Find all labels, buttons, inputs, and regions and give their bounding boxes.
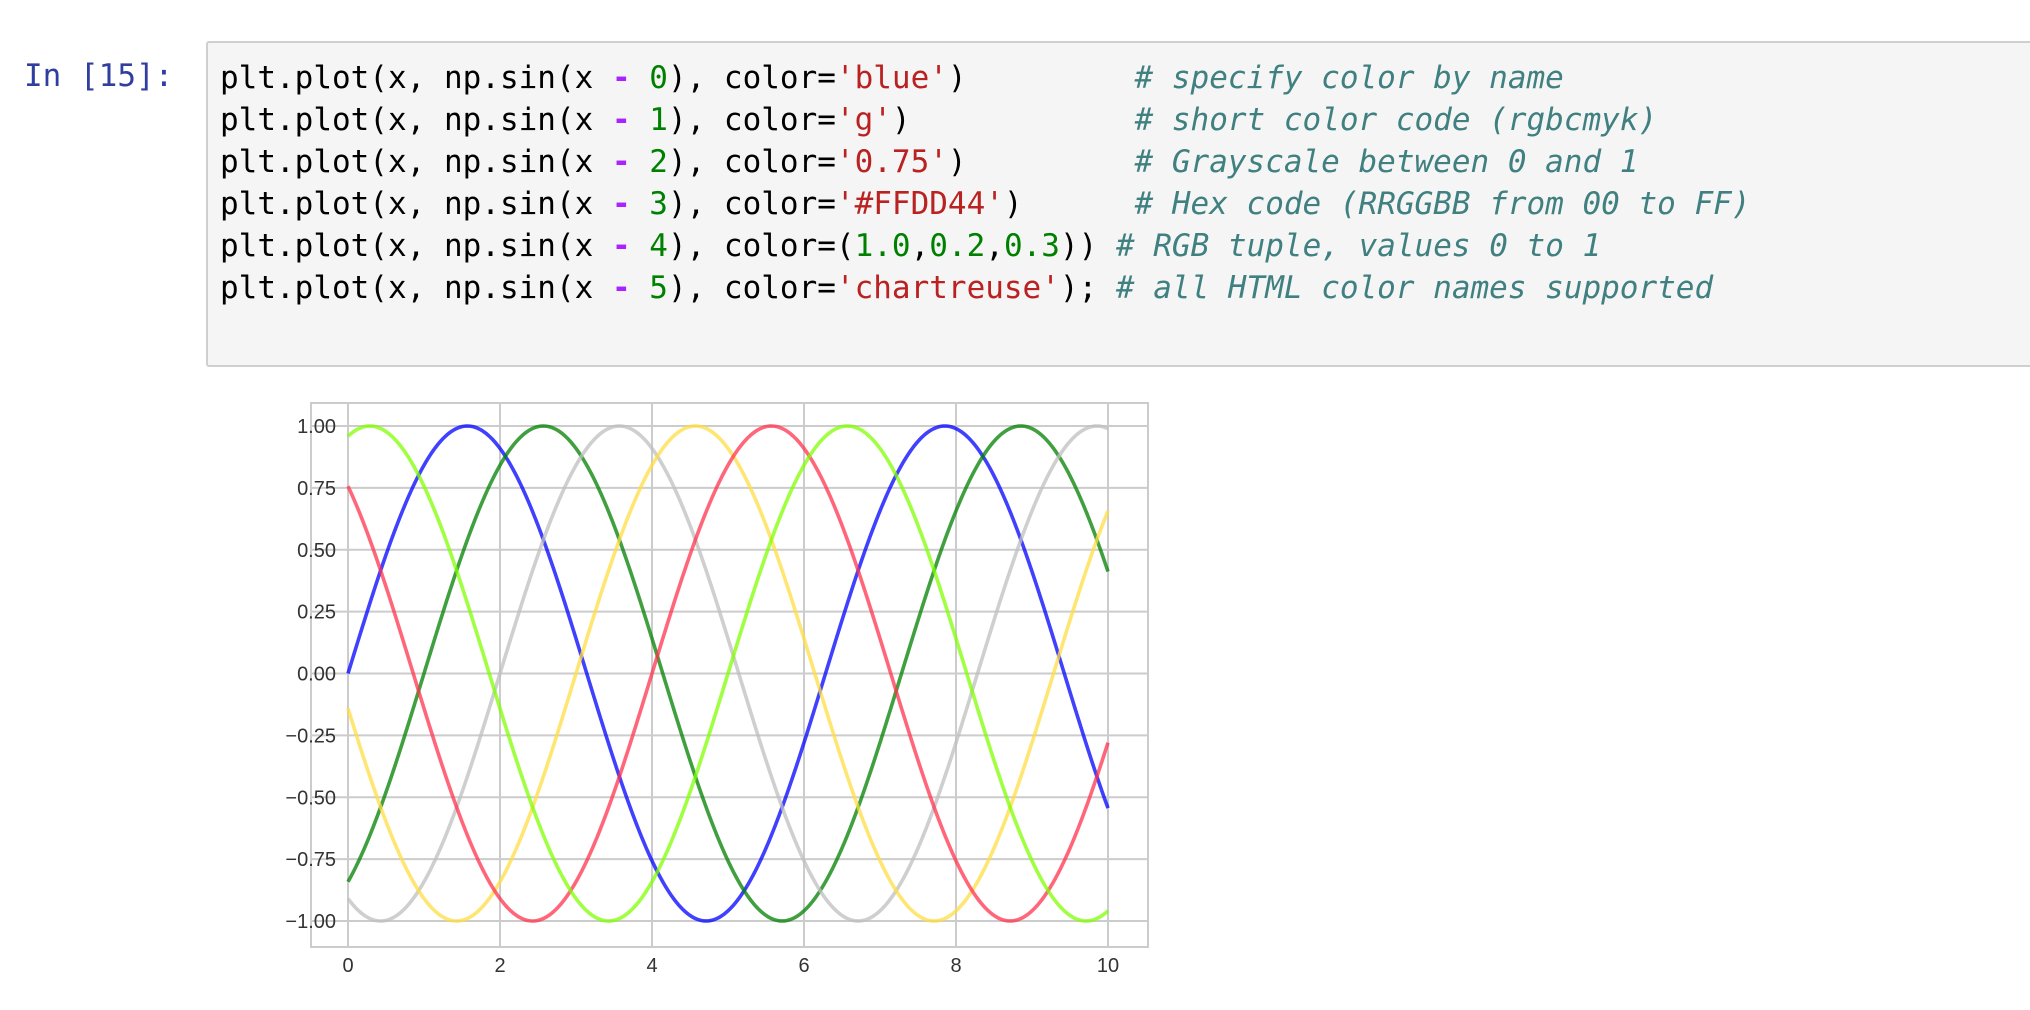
code-text: ) [947,60,1135,96]
series-line-3 [346,424,1110,923]
cell-output: 0 2 4 6 8 10 1.00 0.75 0.50 0.25 0.00 −0.25 −0.50 −0.… [206,390,1166,995]
code-comment: # Grayscale between 0 and 1 [1134,144,1639,180]
y-tick-label: −0.75 [285,849,336,871]
sine-color-chart: 0 2 4 6 8 10 1.00 0.75 0.50 0.25 0.00 −0.25 −0.50 −0.… [285,402,1149,977]
code-text: ); [1059,270,1116,306]
code-text: ) [1059,228,1079,264]
code-line: plt.plot(x, np.sin(x - 4), color=(1.0,0.… [220,225,1750,267]
y-tick-label: −0.25 [285,725,336,747]
code-text: ), color= [667,270,836,306]
x-tick-label: 4 [646,955,657,977]
x-tick-label: 2 [494,955,505,977]
code-text: ) [1078,228,1116,264]
code-line: plt.plot(x, np.sin(x - 5), color='chartr… [220,267,1750,309]
cell-prompt: In [15]: [24,58,174,94]
code-operator: - [611,270,631,306]
code-text: ( [835,228,855,264]
code-text: ) [891,102,1135,138]
plot-frame [310,402,1149,948]
code-number: 1 [630,102,668,138]
y-tick-label: 1.00 [297,416,336,438]
y-tick-label: 0.50 [297,540,336,562]
code-text: plt.plot(x, np.sin(x [220,60,612,96]
y-tick-label: 0.75 [297,478,336,500]
code-text: ), color= [667,186,836,222]
code-line: plt.plot(x, np.sin(x - 2), color='0.75')… [220,141,1750,183]
code-cell-input[interactable]: plt.plot(x, np.sin(x - 0), color='blue')… [206,41,2030,367]
code-number: 5 [630,270,668,306]
code-text: plt.plot(x, np.sin(x [220,144,612,180]
code-text: , [910,228,930,264]
code-string: '#FFDD44' [835,186,1004,222]
code-editor[interactable]: plt.plot(x, np.sin(x - 0), color='blue')… [220,57,1750,309]
code-operator: - [611,228,631,264]
code-number: 2 [630,144,668,180]
code-line: plt.plot(x, np.sin(x - 0), color='blue')… [220,57,1750,99]
y-tick-label: 0.00 [297,664,336,686]
series-line-0 [346,424,1110,923]
code-text: , [985,228,1004,264]
code-string: 'g' [835,102,892,138]
code-text: plt.plot(x, np.sin(x [220,186,612,222]
y-tick-label: −0.50 [285,787,336,809]
code-comment: # Hex code (RRGGBB from 00 to FF) [1134,186,1751,222]
code-text: ), color= [667,228,836,264]
code-number: 0 [630,60,668,96]
x-tick-label: 10 [1097,955,1119,977]
plot-area [311,403,1148,947]
code-comment: # specify color by name [1134,60,1564,96]
code-text: ), color= [667,102,836,138]
y-tick-label: −1.00 [285,911,336,933]
code-string: '0.75' [835,144,948,180]
x-tick-label: 0 [342,955,353,977]
code-comment: # all HTML color names supported [1115,270,1714,306]
series-line-2 [346,424,1109,923]
code-operator: - [611,102,631,138]
code-comment: # RGB tuple, values 0 to 1 [1115,228,1602,264]
code-string: 'blue' [835,60,948,96]
code-operator: - [611,60,631,96]
y-tick-label: 0.25 [297,602,336,624]
code-operator: - [611,186,631,222]
code-number: 0.3 [1003,228,1060,264]
series-line-4 [346,424,1110,923]
series-line-1 [346,424,1110,923]
code-number: 4 [630,228,668,264]
code-text: ) [947,144,1135,180]
code-number: 0.2 [929,228,986,264]
code-text: plt.plot(x, np.sin(x [220,102,612,138]
code-number: 3 [630,186,668,222]
code-line: plt.plot(x, np.sin(x - 1), color='g') # … [220,99,1750,141]
code-text: plt.plot(x, np.sin(x [220,228,612,264]
code-line: plt.plot(x, np.sin(x - 3), color='#FFDD4… [220,183,1750,225]
code-number: 1.0 [854,228,911,264]
code-text: ), color= [667,144,836,180]
code-text: plt.plot(x, np.sin(x [220,270,612,306]
series-line-5 [346,424,1110,923]
code-string: 'chartreuse' [835,270,1060,306]
code-comment: # short color code (rgbcmyk) [1134,102,1658,138]
x-tick-label: 8 [950,955,961,977]
x-tick-label: 6 [798,955,809,977]
code-operator: - [611,144,631,180]
code-text: ), color= [667,60,836,96]
code-text: ) [1003,186,1135,222]
